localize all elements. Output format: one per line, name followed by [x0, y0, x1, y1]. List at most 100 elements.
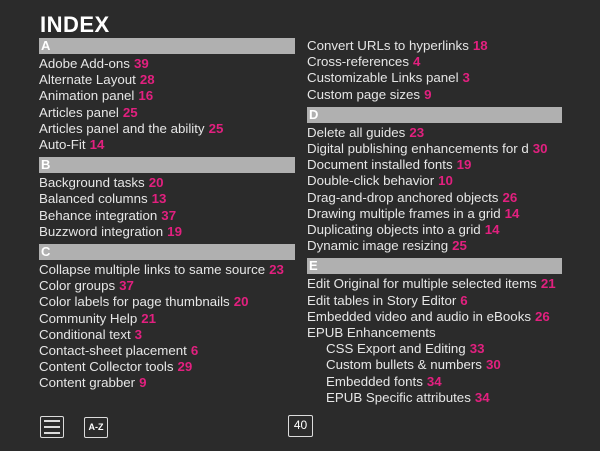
- index-page-link[interactable]: 34: [474, 389, 490, 405]
- index-page-link[interactable]: 9: [424, 86, 432, 102]
- index-entry-text: Color labels for page thumbnails: [39, 294, 230, 310]
- index-page-link[interactable]: 25: [208, 120, 224, 136]
- index-page-link[interactable]: 37: [161, 207, 177, 223]
- index-entry[interactable]: Custom page sizes 9: [307, 87, 562, 103]
- index-page-link[interactable]: 39: [133, 56, 149, 71]
- index-page-link[interactable]: 18: [472, 38, 488, 53]
- index-entry[interactable]: Articles panel and the ability 25: [39, 121, 295, 137]
- index-entry[interactable]: Community Help 21: [39, 311, 295, 327]
- index-entry-text: Adobe Add-ons: [39, 56, 130, 71]
- index-entry-text: Convert URLs to hyperlinks: [307, 38, 469, 53]
- index-page-link[interactable]: 30: [532, 141, 548, 157]
- index-page-link[interactable]: 19: [167, 223, 182, 239]
- index-entry-text: Cross-references: [307, 54, 409, 70]
- index-entry-text: Articles panel: [39, 104, 119, 120]
- index-entry-text: Delete all guides: [307, 124, 406, 140]
- section-header-b: B: [39, 157, 295, 174]
- index-page-link[interactable]: 37: [119, 278, 134, 294]
- index-column-left: A Adobe Add-ons 39 Alternate Layout 28 Animat…: [39, 38, 295, 396]
- index-entry[interactable]: Document installed fonts 19: [307, 157, 562, 173]
- index-entry[interactable]: CSS Export and Editing 33: [307, 341, 562, 357]
- index-entry-list: Adobe Add-ons 39 Alternate Layout 28 Animati…: [39, 56, 295, 153]
- index-entry[interactable]: Color labels for page thumbnails 20: [39, 294, 295, 310]
- index-entry[interactable]: Custom bullets & numbers 30: [307, 357, 562, 373]
- index-entry-text: Community Help: [39, 310, 138, 326]
- index-page-link[interactable]: 29: [177, 359, 193, 375]
- index-entry[interactable]: Background tasks 20: [39, 175, 295, 191]
- index-page-link[interactable]: 19: [456, 157, 472, 173]
- index-page-link[interactable]: 21: [141, 310, 157, 326]
- index-page-link[interactable]: 9: [139, 375, 147, 391]
- index-entry[interactable]: Animation panel 16: [39, 88, 295, 104]
- index-entry[interactable]: Content grabber 9: [39, 375, 295, 391]
- index-entry[interactable]: Edit Original for multiple selected item…: [307, 276, 562, 292]
- index-entry[interactable]: Auto-Fit 14: [39, 137, 295, 153]
- index-entry-text: Drawing multiple frames in a grid: [307, 205, 501, 221]
- index-entry[interactable]: Articles panel 25: [39, 105, 295, 121]
- index-page-link[interactable]: 4: [412, 54, 421, 70]
- index-page-link[interactable]: 13: [151, 191, 167, 207]
- index-entry[interactable]: Contact-sheet placement 6: [39, 343, 295, 359]
- index-entry[interactable]: EPUB Specific attributes 34: [307, 390, 562, 406]
- index-entry[interactable]: Embedded video and audio in eBooks 26: [307, 309, 562, 325]
- index-entry-text: Balanced columns: [39, 191, 148, 207]
- index-page-link[interactable]: 3: [134, 326, 143, 342]
- index-entry[interactable]: Color groups 37: [39, 278, 295, 294]
- index-entry-text: Custom bullets & numbers: [326, 357, 482, 373]
- index-page-link[interactable]: 16: [138, 88, 154, 104]
- index-page-link[interactable]: 21: [540, 276, 556, 292]
- az-index-button[interactable]: A-Z: [84, 417, 108, 438]
- index-entry[interactable]: Convert URLs to hyperlinks 18: [307, 38, 562, 54]
- index-entry-text: EPUB Specific attributes: [326, 389, 471, 405]
- index-entry[interactable]: Collapse multiple links to same source 23: [39, 262, 295, 278]
- index-page-link[interactable]: 26: [535, 308, 550, 324]
- index-entry-text: Drag-and-drop anchored objects: [307, 189, 499, 205]
- index-entry[interactable]: Balanced columns 13: [39, 191, 295, 207]
- index-entry[interactable]: Buzzword integration 19: [39, 224, 295, 240]
- index-entry[interactable]: Drag-and-drop anchored objects 26: [307, 190, 562, 206]
- index-entry[interactable]: Behance integration 37: [39, 208, 295, 224]
- index-entry[interactable]: Drawing multiple frames in a grid 14: [307, 206, 562, 222]
- index-entry-text: Background tasks: [39, 175, 145, 191]
- index-entry[interactable]: Delete all guides 23: [307, 125, 562, 141]
- index-page-link[interactable]: 33: [469, 341, 485, 357]
- index-page-link[interactable]: 34: [426, 373, 442, 389]
- index-page-link[interactable]: 25: [122, 104, 138, 120]
- index-entry[interactable]: Dynamic image resizing 25: [307, 238, 562, 254]
- hamburger-menu-icon: [44, 420, 60, 434]
- index-entry[interactable]: Customizable Links panel 3: [307, 70, 562, 86]
- section-header-a: A: [39, 38, 295, 54]
- index-page-link[interactable]: 6: [190, 343, 199, 359]
- index-entry-text: Buzzword integration: [39, 223, 164, 239]
- index-entry-text: Edit tables in Story Editor: [307, 292, 457, 308]
- index-entry[interactable]: Alternate Layout 28: [39, 72, 295, 88]
- index-page-link[interactable]: 14: [504, 205, 520, 221]
- index-entry[interactable]: Content Collector tools 29: [39, 359, 295, 375]
- index-entry[interactable]: Embedded fonts 34: [307, 374, 562, 390]
- index-page-link[interactable]: 23: [409, 124, 425, 140]
- index-page-link[interactable]: 14: [484, 222, 500, 238]
- index-entry[interactable]: Adobe Add-ons 39: [39, 56, 295, 72]
- index-page-link[interactable]: 20: [148, 175, 164, 191]
- index-page-link[interactable]: 3: [462, 70, 470, 86]
- index-page-link[interactable]: 14: [89, 137, 105, 153]
- index-page-link[interactable]: 25: [452, 238, 467, 254]
- index-page-link[interactable]: 10: [438, 173, 453, 189]
- index-page-link[interactable]: 30: [485, 357, 501, 373]
- index-entry[interactable]: Conditional text 3: [39, 327, 295, 343]
- index-entry[interactable]: EPUB Enhancements: [307, 325, 562, 341]
- index-page-link[interactable]: 6: [460, 292, 468, 308]
- index-entry-text: Collapse multiple links to same source: [39, 262, 266, 278]
- index-entry[interactable]: Double-click behavior 10: [307, 173, 562, 189]
- menu-button[interactable]: [40, 416, 64, 438]
- index-page-link[interactable]: 26: [502, 189, 518, 205]
- index-entry[interactable]: Duplicating objects into a grid 14: [307, 222, 562, 238]
- index-entry[interactable]: Cross-references 4: [307, 54, 562, 70]
- index-entry-text: Content Collector tools: [39, 359, 174, 375]
- index-page-link[interactable]: 28: [139, 72, 155, 88]
- index-page-link[interactable]: 20: [233, 294, 249, 310]
- index-entry[interactable]: Edit tables in Story Editor 6: [307, 293, 562, 309]
- index-page-link[interactable]: 23: [269, 262, 284, 278]
- index-entry[interactable]: Digital publishing enhancements for d 30: [307, 141, 562, 157]
- index-entry-list: Edit Original for multiple selected item…: [307, 276, 562, 406]
